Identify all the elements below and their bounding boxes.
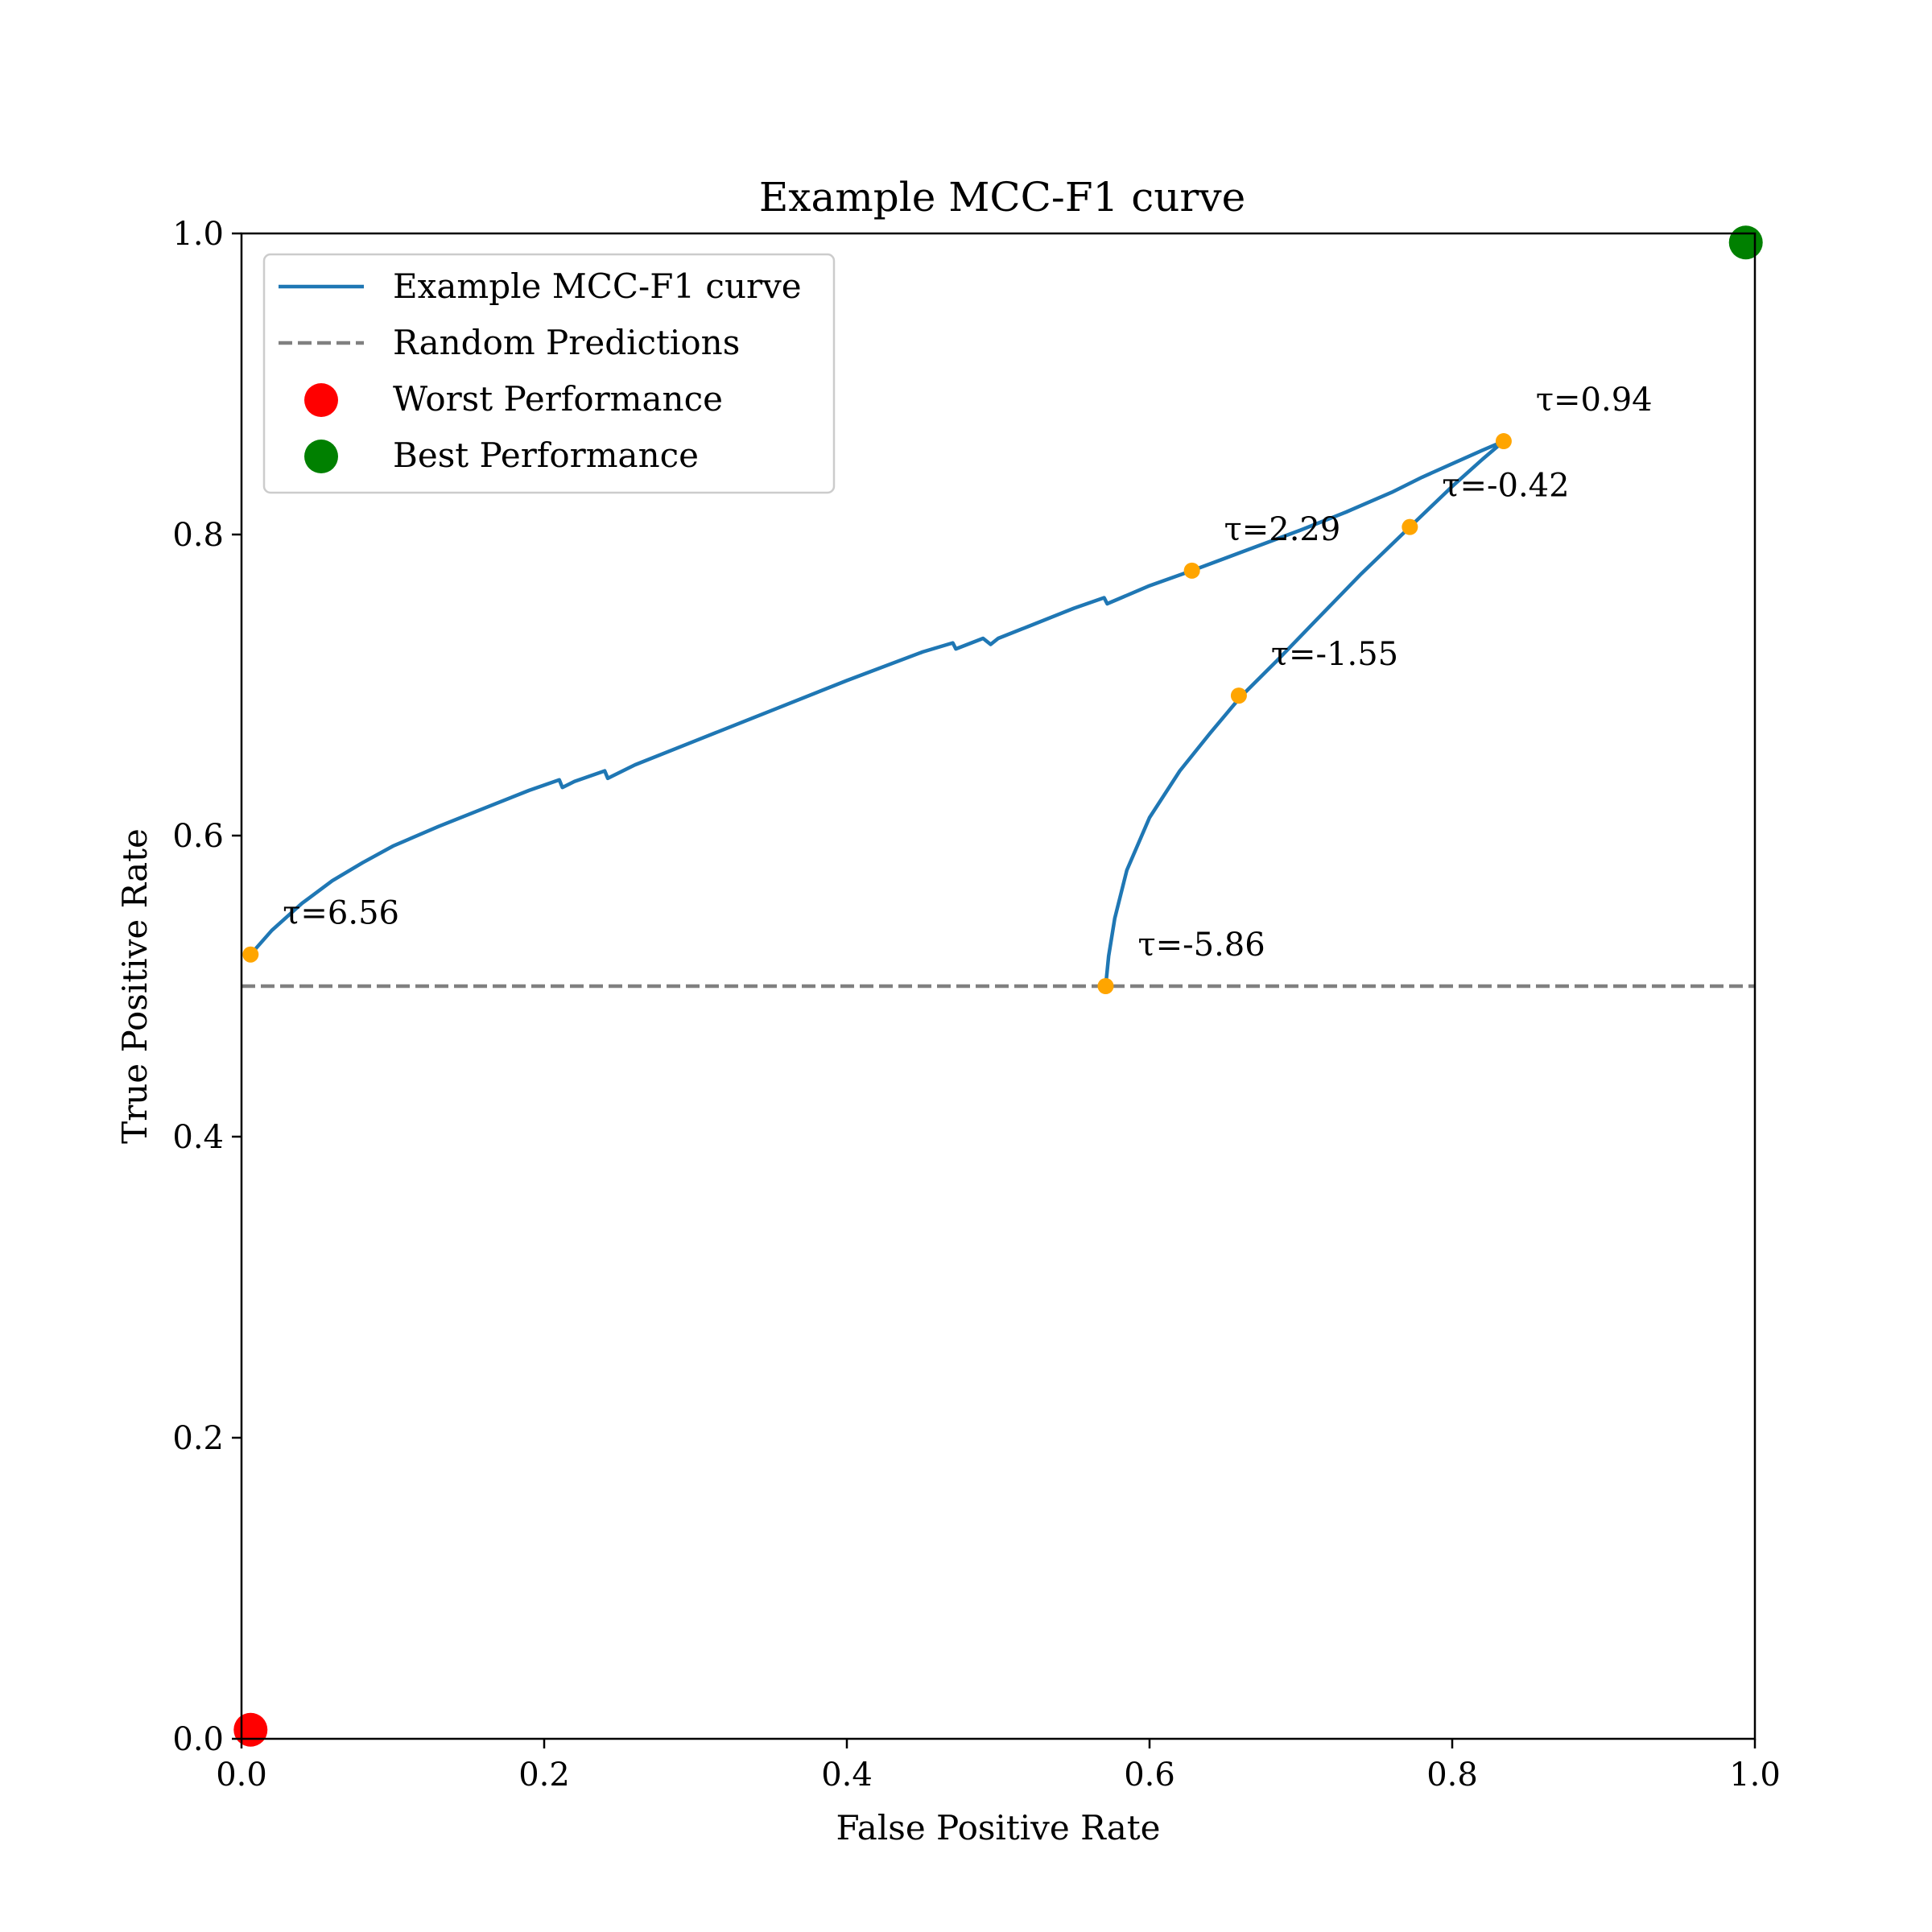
plot-area: τ=6.56 τ=2.29 τ=0.94 τ=-0.42 τ=-1.55 τ=-5.86 (233, 225, 1763, 1747)
best-performance-point (1728, 225, 1763, 260)
y-axis-ticks: 0.0 0.2 0.4 0.6 0.8 1.0 (172, 216, 242, 1758)
x-axis-label: False Positive Rate (836, 1808, 1161, 1847)
x-tick-label: 0.2 (518, 1757, 570, 1794)
y-tick-label: 0.8 (172, 517, 224, 554)
threshold-point (1495, 433, 1512, 450)
axes-frame (240, 232, 1757, 1740)
y-tick-label: 0.4 (172, 1119, 224, 1156)
threshold-label: τ=6.56 (283, 895, 399, 932)
chart-title: Example MCC-F1 curve (759, 174, 1245, 221)
x-axis-ticks: 0.0 0.2 0.4 0.6 0.8 1.0 (216, 1739, 1781, 1794)
y-tick-label: 1.0 (172, 216, 224, 253)
legend-label-best: Best Performance (393, 436, 699, 475)
x-tick-label: 0.6 (1124, 1757, 1175, 1794)
x-tick-label: 0.0 (216, 1757, 267, 1794)
threshold-point (242, 946, 259, 963)
threshold-label: τ=-1.55 (1271, 636, 1398, 673)
y-tick-label: 0.2 (172, 1420, 224, 1457)
legend-label-curve: Example MCC-F1 curve (393, 266, 802, 306)
x-tick-label: 0.4 (821, 1757, 873, 1794)
legend-marker-worst (304, 383, 338, 417)
legend-frame (262, 253, 836, 494)
y-tick-label: 0.6 (172, 818, 224, 855)
legend: Example MCC-F1 curve Random Predictions … (262, 253, 836, 494)
threshold-label: τ=0.94 (1536, 382, 1653, 419)
mcc-f1-curve-line (249, 439, 1506, 987)
legend-label-worst: Worst Performance (393, 379, 723, 419)
x-tick-label: 1.0 (1729, 1757, 1781, 1794)
x-tick-label: 0.8 (1426, 1757, 1478, 1794)
legend-label-random: Random Predictions (393, 323, 740, 362)
threshold-point (1402, 518, 1418, 535)
legend-marker-best (304, 440, 338, 473)
y-tick-label: 0.0 (172, 1721, 224, 1758)
threshold-point (1230, 687, 1247, 704)
worst-performance-point (233, 1712, 268, 1747)
threshold-label: τ=-5.86 (1137, 927, 1265, 964)
threshold-point (1097, 978, 1114, 994)
threshold-point (1183, 562, 1200, 579)
y-axis-label: True Positive Rate (115, 828, 155, 1144)
threshold-label: τ=-0.42 (1442, 468, 1569, 505)
threshold-label: τ=2.29 (1224, 511, 1341, 548)
